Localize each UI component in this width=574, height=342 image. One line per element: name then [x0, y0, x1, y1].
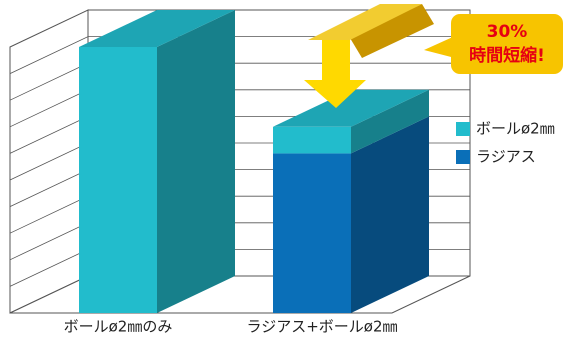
legend-label: ラジアス	[476, 148, 536, 166]
bar	[79, 47, 157, 313]
bar	[273, 126, 351, 154]
bars	[79, 10, 429, 314]
bar-top	[79, 10, 235, 47]
arrow-front	[304, 40, 366, 108]
x-tick-label: ボールø2㎜のみ	[64, 318, 173, 336]
legend-swatch	[456, 150, 470, 164]
x-tick-label: ラジアス+ボールø2㎜	[247, 318, 398, 336]
callout-line2: 時間短縮!	[469, 45, 545, 66]
arrow-side	[350, 4, 434, 58]
callout-line1: 30%	[487, 22, 528, 42]
legend-swatch	[456, 122, 470, 136]
bar-side	[351, 116, 429, 314]
bar-top	[273, 89, 429, 127]
callout-box	[451, 14, 563, 74]
callout-tail	[424, 36, 455, 58]
arrow-top	[308, 4, 422, 40]
bar-side	[351, 89, 429, 154]
bar	[273, 153, 351, 313]
callout: 30% 時間短縮!	[304, 4, 563, 108]
bar-side	[157, 10, 235, 313]
legend-label: ボールø2㎜	[476, 120, 555, 138]
